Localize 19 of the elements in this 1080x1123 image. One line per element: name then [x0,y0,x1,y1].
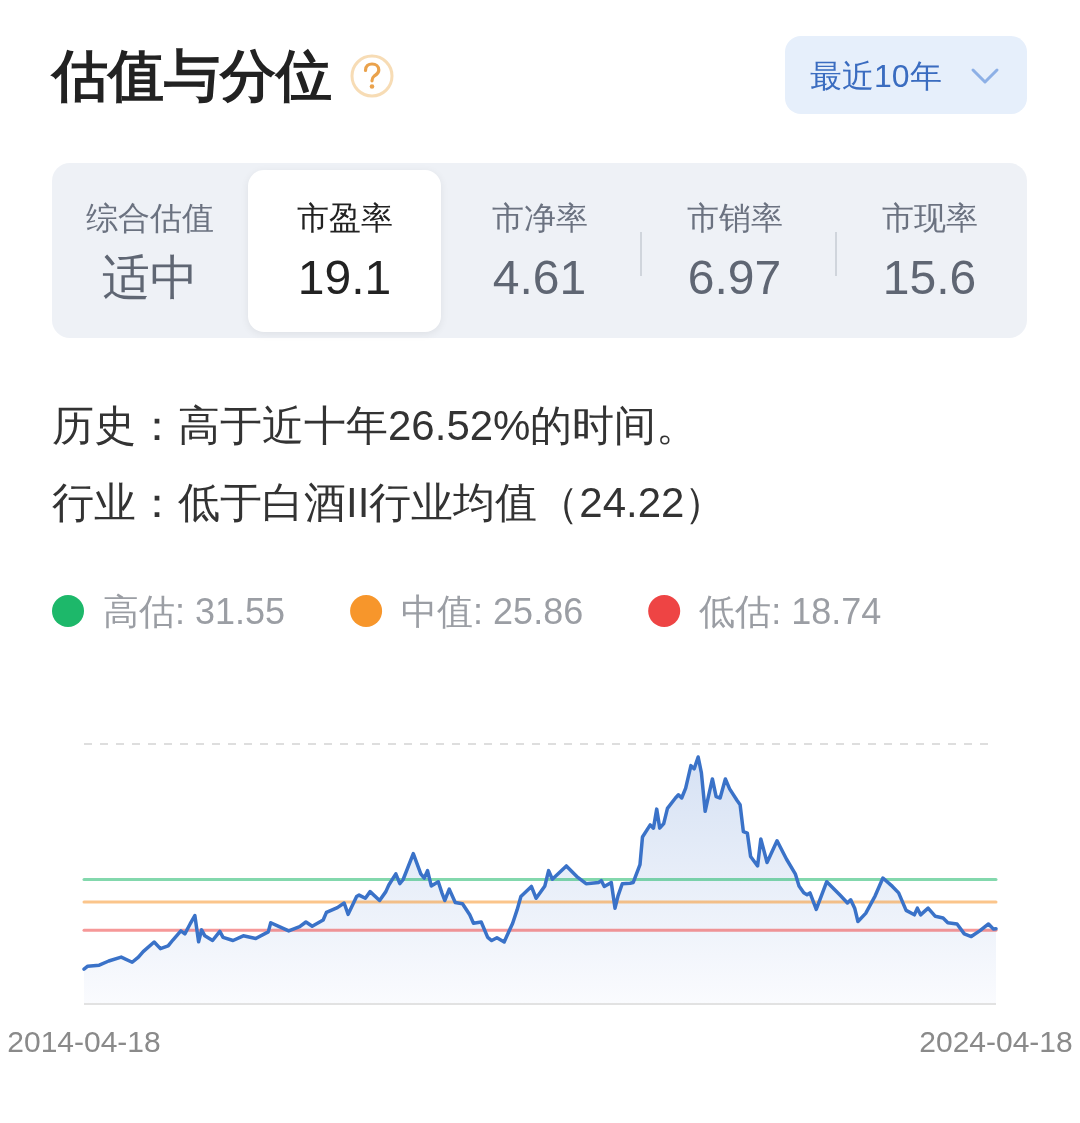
text: 历史：高于近十年26.52%的时间。 [52,401,699,451]
text: 市销率 [685,199,784,238]
legend-label: 低估: 18.74 [699,591,882,632]
text: 6.97 [686,250,783,306]
text: 行业：低于白酒II行业均值（24.22） [52,478,727,528]
dropdown-label: 最近10年 [810,57,942,96]
text: 市盈率 [295,199,394,238]
text: 市净率 [490,199,589,238]
x-tick-label: 2024-04-18 [919,1025,1073,1058]
title: 估值与分位 [52,46,332,106]
text: 15.6 [881,250,978,306]
legend-label: 高估: 31.55 [103,591,286,632]
text: 4.61 [491,250,588,306]
legend-label: 中值: 25.86 [401,591,584,632]
text: 19.1 [296,250,393,306]
x-tick-label: 2014-04-18 [7,1025,161,1058]
text: 适中 [100,250,199,306]
text: 市现率 [880,199,979,238]
text: 综合估值 [84,199,215,238]
